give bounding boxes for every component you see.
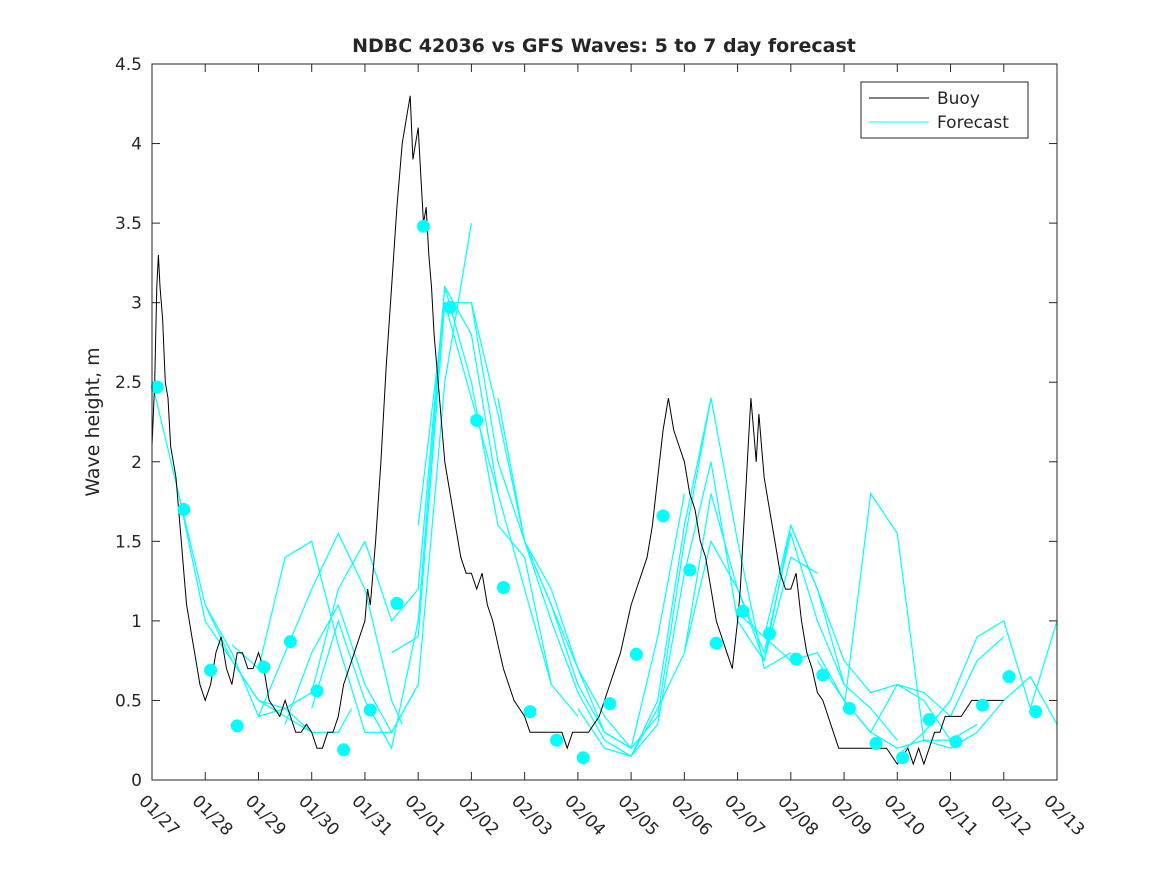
- y-tick-label: 2.5: [115, 373, 142, 393]
- forecast-marker: [869, 736, 883, 750]
- legend-buoy-label: Buoy: [937, 89, 980, 109]
- forecast-marker: [656, 509, 670, 523]
- y-tick-label: 2: [131, 453, 142, 473]
- forecast-marker: [896, 751, 910, 765]
- forecast-marker: [949, 735, 963, 749]
- forecast-line-15: [604, 461, 818, 757]
- forecast-marker: [496, 581, 510, 594]
- buoy-series-group: [151, 95, 1004, 766]
- legend-box: [860, 81, 1029, 139]
- forecast-marker: [763, 627, 776, 641]
- forecast-line-4: [231, 540, 419, 733]
- forecast-marker: [257, 660, 271, 674]
- forecast-marker: [683, 563, 697, 577]
- forecast-marker: [204, 663, 218, 677]
- y-tick-label: 1: [131, 612, 142, 632]
- y-tick-label: 3: [131, 294, 142, 314]
- plot-frame: [151, 63, 1058, 781]
- forecast-line-9: [391, 302, 579, 717]
- forecast-marker: [789, 652, 803, 666]
- buoy-line: [151, 95, 1004, 766]
- forecast-marker: [443, 300, 457, 314]
- forecast-marker: [603, 697, 617, 711]
- forecast-marker: [736, 604, 750, 618]
- forecast-line-13: [524, 397, 712, 750]
- chart-title: NDBC 42036 vs GFS Waves: 5 to 7 day fore…: [352, 35, 856, 57]
- y-tick-label: 0: [131, 771, 142, 791]
- y-tick-label: 4.5: [115, 55, 142, 75]
- legend: Buoy Forecast: [860, 81, 1029, 139]
- forecast-line-21: [843, 491, 1058, 749]
- forecast-marker: [150, 380, 164, 394]
- forecast-line-14: [577, 397, 792, 757]
- forecast-markers-group: [150, 219, 1043, 765]
- forecast-marker: [470, 413, 484, 427]
- forecast-marker: [523, 705, 537, 719]
- y-tick-labels: 0 0.5 1 1.5 2 2.5 3 3.5 4 4.5: [115, 55, 142, 791]
- forecast-marker: [976, 698, 989, 712]
- forecast-marker: [390, 596, 404, 610]
- forecast-marker: [363, 703, 377, 717]
- forecast-line-8: [364, 286, 552, 685]
- forecast-marker: [337, 743, 351, 757]
- forecast-marker: [816, 668, 830, 682]
- forecast-line-3: [204, 541, 366, 718]
- forecast-marker: [922, 713, 936, 726]
- forecast-marker: [1029, 705, 1043, 719]
- forecast-marker: [1002, 670, 1016, 684]
- forecast-marker: [417, 219, 430, 233]
- y-tick-label: 3.5: [115, 214, 142, 234]
- forecast-marker: [310, 684, 324, 698]
- legend-forecast-label: Forecast: [937, 113, 1009, 133]
- forecast-line-5: [257, 532, 403, 725]
- forecast-marker: [629, 647, 643, 661]
- plot-area: [152, 64, 1057, 780]
- y-tick-label: 0.5: [115, 691, 142, 711]
- y-tick-label: 4: [131, 135, 142, 155]
- forecast-marker: [230, 719, 244, 733]
- forecast-marker: [709, 636, 723, 650]
- forecast-line-2: [178, 493, 353, 733]
- forecast-line-6: [284, 223, 472, 734]
- forecast-marker: [177, 503, 191, 516]
- forecast-marker: [550, 733, 564, 747]
- forecast-line-7: [311, 284, 499, 750]
- forecast-marker: [576, 751, 590, 765]
- forecast-marker: [283, 635, 297, 649]
- y-axis-label: Wave height, m: [82, 347, 104, 496]
- forecast-marker: [842, 701, 856, 715]
- y-tick-label: 1.5: [115, 532, 142, 552]
